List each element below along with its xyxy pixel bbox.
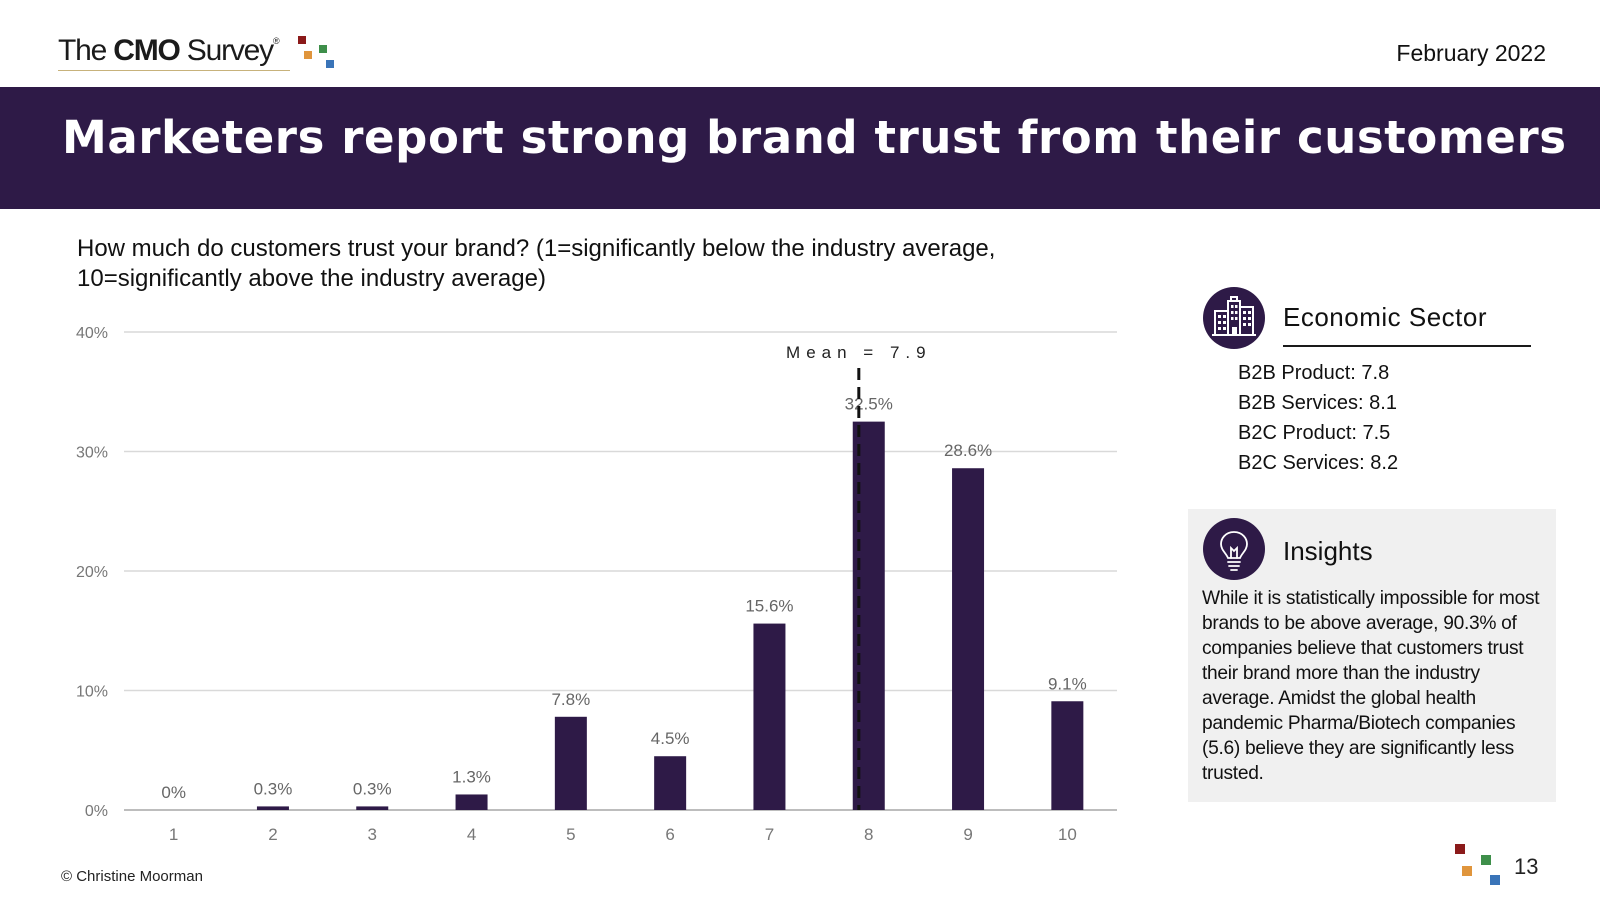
- logo-survey: Survey: [186, 34, 274, 67]
- x-tick-label: 9: [963, 825, 972, 844]
- x-tick-label: 8: [864, 825, 873, 844]
- footer-square-blue: [1490, 875, 1500, 885]
- bar: [753, 623, 786, 810]
- x-tick-label: 4: [467, 825, 476, 844]
- insights-text: While it is statistically impossible for…: [1202, 588, 1540, 784]
- sector-list: B2B Product: 7.8 B2B Services: 8.1 B2C P…: [1238, 358, 1398, 478]
- sector-divider: [1283, 345, 1531, 347]
- footer-square-green: [1481, 855, 1491, 865]
- y-tick-label: 40%: [76, 325, 108, 342]
- x-tick-label: 10: [1058, 825, 1077, 844]
- sector-item: B2B Services: 8.1: [1238, 392, 1397, 414]
- bar: [952, 468, 985, 810]
- insights-title: Insights: [1283, 536, 1373, 566]
- bar: [256, 806, 289, 810]
- lightbulb-icon: [1203, 518, 1265, 580]
- footer-square-red: [1455, 844, 1465, 854]
- sector-item: B2B Product: 7.8: [1238, 362, 1390, 384]
- y-tick-label: 10%: [76, 684, 108, 701]
- title-banner: Marketers report strong brand trust from…: [0, 87, 1600, 209]
- x-tick-label: 5: [566, 825, 575, 844]
- page-title: Marketers report strong brand trust from…: [62, 111, 1567, 164]
- report-date: February 2022: [1396, 40, 1546, 66]
- data-label: 7.8%: [551, 690, 590, 709]
- sector-item: B2C Product: 7.5: [1238, 422, 1391, 444]
- logo-square-orange: [304, 51, 312, 59]
- x-tick-label: 7: [765, 825, 774, 844]
- data-label: 0%: [161, 783, 186, 802]
- logo-registered: ®: [272, 36, 280, 46]
- y-tick-label: 30%: [76, 445, 108, 462]
- bar: [455, 794, 488, 810]
- y-tick-label: 0%: [85, 803, 108, 820]
- x-tick-label: 2: [268, 825, 277, 844]
- x-tick-label: 1: [169, 825, 178, 844]
- logo-square-red: [298, 36, 306, 44]
- mean-label: Mean = 7.9: [786, 343, 932, 362]
- data-label: 0.3%: [353, 779, 392, 798]
- bar: [554, 716, 587, 810]
- data-label: 1.3%: [452, 767, 491, 786]
- logo-cmo: CMO: [113, 34, 181, 67]
- logo-square-blue: [326, 60, 334, 68]
- logo-square-green: [319, 45, 327, 53]
- trust-bar-chart: 0% 10% 20% 30% 40% 0% 1 0.3% 2 0.3% 3 1.3% 4 7.8% 5 4.5…: [76, 325, 1117, 844]
- x-tick-label: 3: [368, 825, 377, 844]
- data-label: 4.5%: [651, 729, 690, 748]
- bar: [654, 756, 687, 810]
- copyright: © Christine Moorman: [61, 868, 203, 885]
- data-label: 28.6%: [944, 441, 992, 460]
- x-tick-label: 6: [665, 825, 674, 844]
- page-number: 13: [1514, 854, 1539, 879]
- data-label: 32.5%: [845, 395, 893, 414]
- data-label: 0.3%: [254, 779, 293, 798]
- survey-question: How much do customers trust your brand? …: [77, 235, 996, 292]
- footer-square-orange: [1462, 866, 1472, 876]
- data-label: 9.1%: [1048, 674, 1087, 693]
- logo-underline: [58, 70, 290, 71]
- bar: [1051, 701, 1084, 810]
- building-icon: [1203, 287, 1265, 349]
- sector-title: Economic Sector: [1283, 302, 1488, 332]
- logo-the: The: [58, 34, 107, 67]
- y-tick-label: 20%: [76, 564, 108, 581]
- bar: [356, 806, 389, 810]
- data-label: 15.6%: [745, 597, 793, 616]
- sector-item: B2C Services: 8.2: [1238, 452, 1399, 474]
